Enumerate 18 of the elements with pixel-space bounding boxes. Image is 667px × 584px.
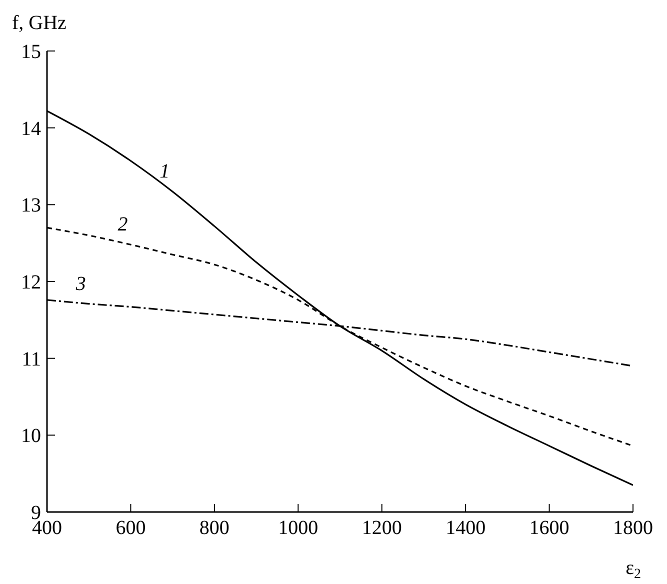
- y-tick-label: 13: [21, 194, 41, 217]
- y-axis-title: f, GHz: [12, 12, 67, 34]
- x-axis-title: ε$_{2}$: [626, 557, 641, 582]
- x-tick-label: 1400: [446, 517, 486, 539]
- x-tick-label: 1200: [362, 517, 402, 539]
- y-tick-label: 12: [21, 272, 41, 294]
- series-label: 2: [118, 214, 128, 236]
- x-tick-label: 1600: [529, 517, 570, 539]
- series-label: 3: [74, 272, 86, 295]
- x-tick-label: 1000: [278, 517, 318, 539]
- series-label: 1: [160, 160, 170, 183]
- x-tick-label: 1800: [613, 517, 653, 539]
- x-tick-label: 800: [199, 517, 230, 539]
- y-tick-label: 11: [22, 348, 41, 370]
- y-tick-label: 14: [21, 118, 41, 140]
- y-tick-label: 10: [21, 425, 41, 448]
- y-tick-label: 15: [21, 41, 41, 63]
- x-tick-label: 600: [116, 517, 146, 539]
